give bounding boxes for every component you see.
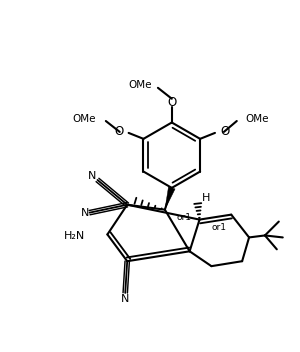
Text: H₂N: H₂N bbox=[64, 231, 86, 241]
Polygon shape bbox=[165, 187, 175, 210]
Text: N: N bbox=[88, 171, 97, 181]
Text: N: N bbox=[80, 208, 89, 218]
Text: O: O bbox=[220, 125, 229, 138]
Text: OMe: OMe bbox=[246, 114, 269, 124]
Text: O: O bbox=[114, 125, 124, 138]
Text: N: N bbox=[121, 294, 129, 304]
Text: OMe: OMe bbox=[72, 114, 96, 124]
Text: or1: or1 bbox=[177, 213, 192, 222]
Text: H: H bbox=[202, 193, 210, 203]
Text: O: O bbox=[167, 96, 176, 109]
Text: OMe: OMe bbox=[128, 80, 152, 90]
Text: or1: or1 bbox=[212, 223, 226, 232]
